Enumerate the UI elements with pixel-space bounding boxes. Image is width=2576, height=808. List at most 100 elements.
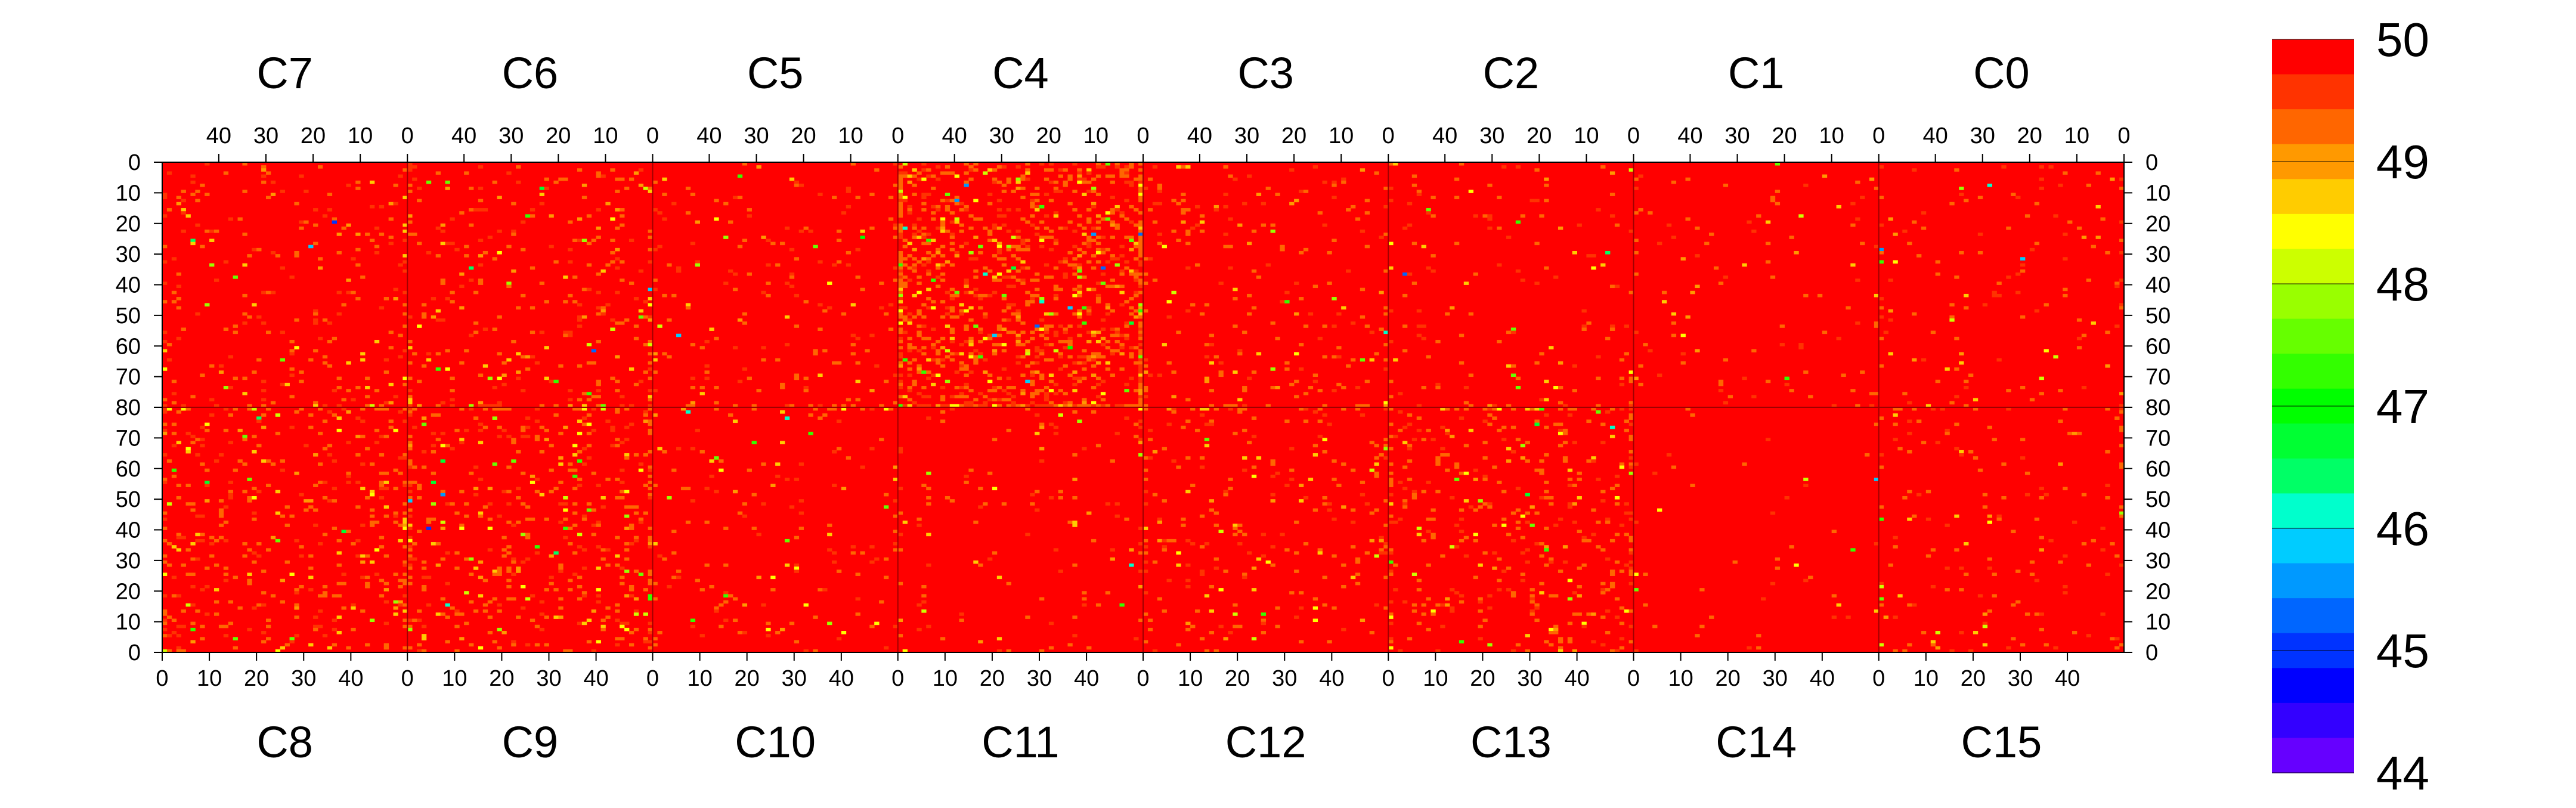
- heatmap-cell: [926, 370, 931, 374]
- heatmap-cell: [897, 174, 903, 178]
- heatmap-cell: [1020, 239, 1026, 242]
- heatmap-cell: [723, 281, 729, 285]
- heatmap-cell: [1912, 514, 1917, 518]
- heatmap-cell: [1515, 643, 1521, 647]
- heatmap-cell: [1954, 168, 1959, 172]
- heatmap-cell: [242, 435, 247, 438]
- heatmap-cell: [1360, 315, 1366, 319]
- heatmap-cell: [931, 373, 936, 377]
- heatmap-cell: [1346, 364, 1351, 368]
- heatmap-cell: [964, 404, 969, 408]
- heatmap-cell: [723, 600, 729, 604]
- heatmap-cell: [247, 548, 252, 552]
- heatmap-cell: [1114, 263, 1120, 267]
- heatmap-cell: [218, 499, 224, 503]
- heatmap-cell: [648, 343, 653, 346]
- heatmap-cell: [1515, 527, 1521, 530]
- heatmap-cell: [1921, 441, 1927, 445]
- heatmap-cell: [832, 484, 837, 487]
- heatmap-cell: [464, 514, 469, 518]
- heatmap-cell: [1628, 401, 1634, 405]
- heatmap-cell: [1515, 487, 1521, 491]
- heatmap-cell: [1369, 358, 1374, 362]
- heatmap-cell: [1431, 269, 1436, 273]
- heatmap-cell: [610, 260, 615, 264]
- heatmap-cell: [1129, 220, 1134, 224]
- heatmap-cell: [407, 401, 413, 405]
- heatmap-cell: [1143, 281, 1148, 285]
- heatmap-cell: [808, 404, 813, 408]
- heatmap-cell: [200, 533, 205, 537]
- heatmap-cell: [1388, 435, 1394, 438]
- heatmap-cell: [1176, 551, 1181, 555]
- heatmap-cell: [643, 640, 648, 643]
- heatmap-cell: [1332, 389, 1337, 392]
- heatmap-cell: [1030, 223, 1035, 227]
- heatmap-cell: [751, 441, 757, 445]
- heatmap-cell: [568, 527, 573, 530]
- chip-label-c7: C7: [256, 48, 313, 98]
- heatmap-cell: [1001, 343, 1007, 346]
- heatmap-cell: [383, 407, 389, 411]
- heatmap-cell: [1567, 505, 1573, 509]
- heatmap-cell: [388, 419, 394, 423]
- heatmap-cell: [1510, 364, 1516, 368]
- heatmap-cell: [299, 226, 304, 230]
- heatmap-cell: [1501, 490, 1507, 494]
- heatmap-cell: [945, 404, 950, 408]
- heatmap-cell: [680, 407, 686, 411]
- heatmap-cell: [1138, 211, 1144, 215]
- heatmap-cell: [690, 624, 696, 629]
- heatmap-cell: [1949, 318, 1955, 322]
- heatmap-cell: [1039, 349, 1045, 352]
- heatmap-cell: [313, 208, 318, 212]
- heatmap-cell: [568, 330, 573, 335]
- heatmap-cell: [836, 637, 842, 640]
- heatmap-cell: [469, 643, 474, 647]
- heatmap-cell: [1982, 621, 1988, 626]
- heatmap-cell: [954, 315, 959, 319]
- heatmap-cell: [794, 183, 800, 187]
- heatmap-cell: [398, 600, 403, 604]
- heatmap-cell: [1124, 321, 1129, 325]
- heatmap-cell: [2072, 631, 2077, 634]
- heatmap-cell: [379, 481, 385, 484]
- heatmap-cell: [959, 352, 964, 356]
- heatmap-cell: [171, 422, 177, 426]
- heatmap-cell: [1562, 432, 1568, 435]
- heatmap-cell: [954, 293, 959, 298]
- heatmap-cell: [450, 217, 455, 221]
- heatmap-cell: [252, 450, 257, 454]
- heatmap-cell: [586, 263, 592, 267]
- heatmap-cell: [516, 615, 521, 619]
- heatmap-cell: [1643, 603, 1648, 607]
- heatmap-cell: [398, 456, 403, 460]
- heatmap-cell: [1383, 407, 1389, 411]
- heatmap-cell: [1129, 346, 1134, 349]
- heatmap-cell: [1364, 404, 1370, 408]
- heatmap-cell: [1237, 542, 1243, 546]
- heatmap-cell: [1138, 584, 1144, 589]
- heatmap-cell: [1035, 187, 1040, 190]
- heatmap-cell: [1322, 223, 1327, 227]
- heatmap-cell: [1223, 233, 1228, 236]
- heatmap-cell: [1095, 174, 1101, 178]
- heatmap-cell: [1072, 263, 1078, 267]
- heatmap-cell: [1600, 581, 1606, 586]
- heatmap-cell: [1077, 309, 1082, 313]
- heatmap-cell: [1086, 404, 1092, 408]
- heatmap-cell: [987, 230, 993, 233]
- heatmap-cell: [1157, 373, 1163, 377]
- heatmap-cell: [346, 389, 351, 392]
- heatmap-cell: [327, 321, 333, 325]
- heatmap-cell: [223, 624, 229, 629]
- heatmap-cell: [1558, 517, 1563, 521]
- heatmap-cell: [1072, 634, 1078, 637]
- heatmap-cell: [176, 441, 182, 445]
- heatmap-cell: [884, 312, 889, 316]
- heatmap-cell: [435, 404, 441, 408]
- heatmap-cell: [261, 180, 267, 184]
- heatmap-cell: [506, 521, 512, 524]
- heatmap-cell: [322, 481, 328, 484]
- heatmap-cell: [940, 398, 946, 402]
